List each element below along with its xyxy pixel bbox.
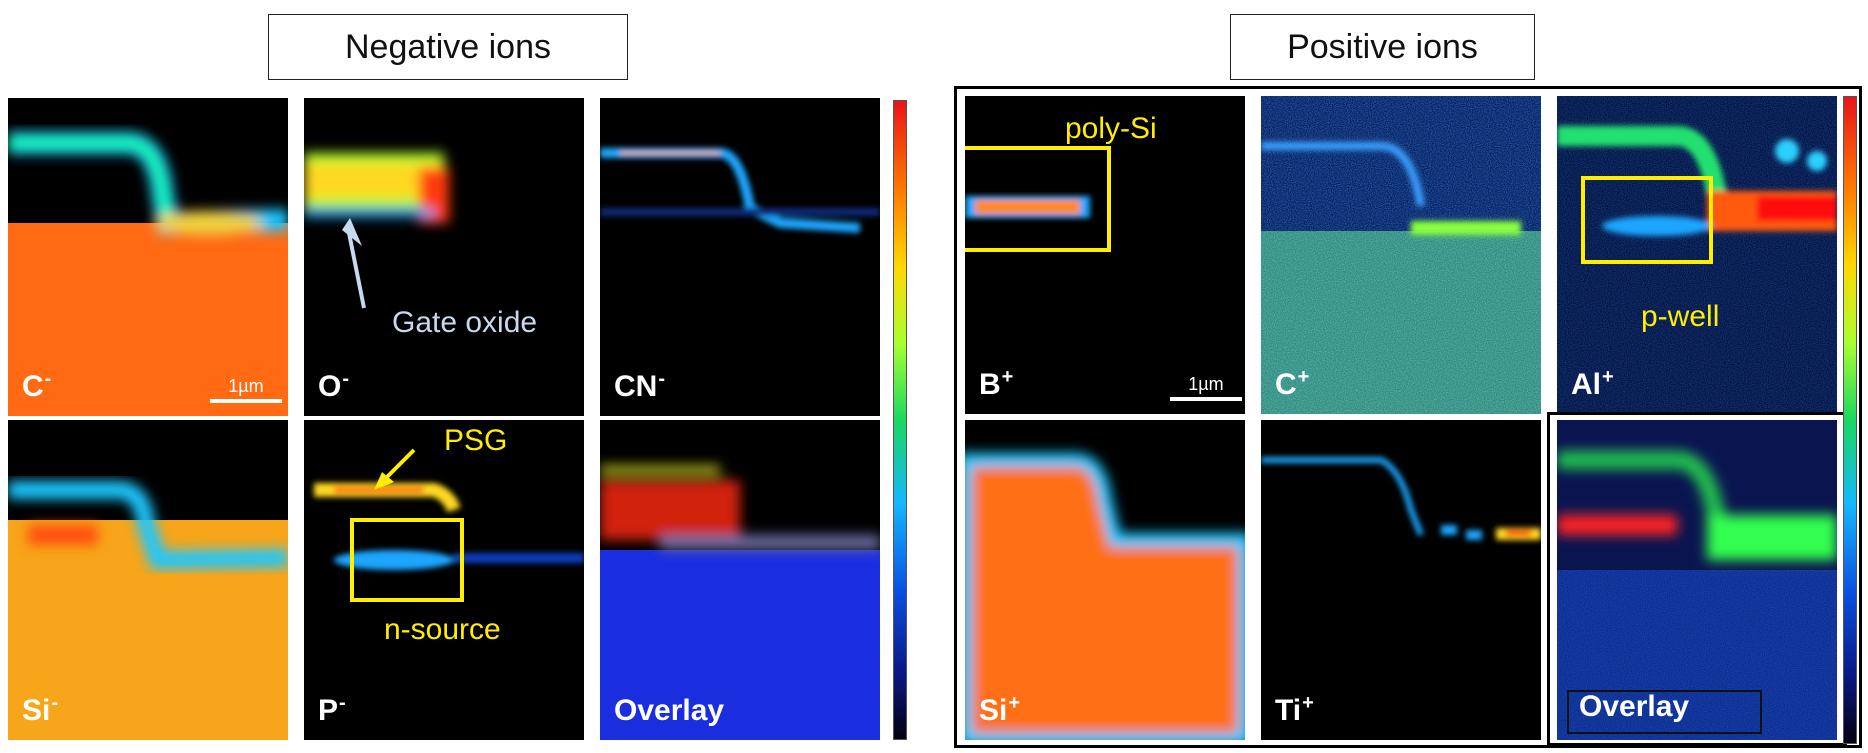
overlay-positive-map bbox=[1557, 420, 1837, 740]
c-minus-map bbox=[8, 132, 288, 416]
si-plus-label: Si+ bbox=[979, 692, 1021, 727]
o-minus-map bbox=[304, 153, 449, 309]
p-minus-label: P- bbox=[318, 692, 346, 727]
al-plus-map bbox=[1557, 96, 1837, 414]
positive-ions-title: Positive ions bbox=[1230, 14, 1535, 80]
al-plus-label: Al+ bbox=[1571, 366, 1614, 401]
positive-ions-frame bbox=[954, 86, 1862, 748]
panel-b-plus: poly-Si B+ 1µm bbox=[965, 96, 1245, 414]
overlay-positive-label-box bbox=[1567, 690, 1762, 734]
panel-c-minus: C- 1µm bbox=[8, 98, 288, 416]
c-plus-map bbox=[1261, 96, 1541, 414]
panel-o-minus: Gate oxide O- bbox=[304, 98, 584, 416]
cn-minus-label: CN- bbox=[614, 368, 666, 403]
panel-c-plus: C+ bbox=[1261, 96, 1541, 414]
b-plus-map bbox=[965, 146, 1111, 252]
panel-overlay-positive: Overlay bbox=[1557, 420, 1837, 740]
panel-si-minus: Si- bbox=[8, 420, 288, 740]
p-well-annotation: p-well bbox=[1641, 300, 1720, 333]
colorbar-positive bbox=[1843, 96, 1857, 744]
gate-oxide-annotation: Gate oxide bbox=[392, 306, 538, 339]
panel-p-minus: PSG n-source P- bbox=[304, 420, 584, 740]
panel-al-plus: p-well Al+ bbox=[1557, 96, 1837, 414]
psg-annotation: PSG bbox=[444, 424, 508, 457]
panel-ti-plus: Ti+ bbox=[1261, 420, 1541, 740]
panel-si-plus: Si+ bbox=[965, 420, 1245, 740]
panel-cn-minus: CN- bbox=[600, 98, 880, 416]
scale-bar-positive: 1µm bbox=[1170, 374, 1242, 401]
p-minus-map bbox=[314, 448, 584, 602]
overlay-negative-label: Overlay bbox=[614, 694, 725, 727]
si-plus-map bbox=[965, 453, 1245, 740]
colorbar-negative bbox=[893, 100, 907, 740]
c-minus-label: C- bbox=[22, 368, 52, 403]
ti-plus-label: Ti+ bbox=[1275, 692, 1314, 727]
panel-overlay-negative: Overlay bbox=[600, 420, 880, 740]
overlay-negative-map bbox=[600, 466, 880, 740]
b-plus-label: B+ bbox=[979, 366, 1014, 401]
c-plus-label: C+ bbox=[1275, 366, 1310, 401]
o-minus-label: O- bbox=[318, 368, 350, 403]
poly-si-annotation: poly-Si bbox=[1065, 112, 1157, 145]
si-minus-map bbox=[8, 481, 288, 740]
ti-plus-map bbox=[1261, 457, 1541, 540]
negative-ions-title: Negative ions bbox=[268, 14, 628, 80]
cn-minus-map bbox=[600, 148, 880, 233]
si-minus-label: Si- bbox=[22, 692, 59, 727]
overlay-positive-label: Overlay bbox=[1579, 690, 1690, 723]
scale-bar-negative: 1µm bbox=[210, 376, 282, 403]
n-source-annotation: n-source bbox=[384, 613, 501, 646]
